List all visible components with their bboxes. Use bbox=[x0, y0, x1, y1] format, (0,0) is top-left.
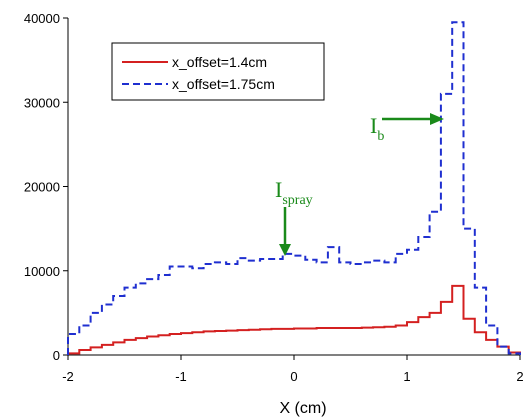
legend: x_offset=1.4cm x_offset=1.75cm bbox=[111, 42, 325, 101]
series-line-2 bbox=[67, 21, 521, 355]
annotation-b-text: Ib bbox=[370, 113, 384, 144]
annotation-spray-sub: spray bbox=[282, 193, 312, 208]
x-tick-label: -1 bbox=[175, 369, 187, 384]
annotation-b-arrow-head bbox=[430, 113, 444, 125]
annotation-spray-text: Ispray bbox=[275, 177, 313, 208]
legend-label-1: x_offset=1.4cm bbox=[172, 54, 267, 70]
annotation-spray-main: I bbox=[275, 177, 282, 202]
x-tick-label: -2 bbox=[62, 369, 74, 384]
x-tick-label: 0 bbox=[290, 369, 297, 384]
annotation-b: Ib bbox=[370, 113, 444, 144]
legend-box bbox=[111, 42, 325, 101]
series-layer bbox=[67, 21, 521, 355]
annotation-b-main: I bbox=[370, 113, 377, 138]
y-tick-label: 40000 bbox=[24, 11, 60, 26]
plot-area: -2 -1 0 1 2 0 10000 20000 30000 40000 bbox=[24, 11, 524, 384]
y-tick-label: 30000 bbox=[24, 95, 60, 110]
y-tick-label: 10000 bbox=[24, 264, 60, 279]
x-tick-label: 2 bbox=[516, 369, 523, 384]
y-tick-label: 20000 bbox=[24, 180, 60, 195]
ticks: -2 -1 0 1 2 0 10000 20000 30000 40000 bbox=[24, 11, 524, 384]
y-tick-label: 0 bbox=[53, 348, 60, 363]
annotation-spray-arrow-head bbox=[279, 244, 291, 256]
x-axis-label: X (cm) bbox=[279, 400, 326, 417]
legend-label-2: x_offset=1.75cm bbox=[172, 76, 275, 92]
annotation-b-sub: b bbox=[377, 129, 384, 144]
annotation-spray: Ispray bbox=[275, 177, 313, 256]
series-line-1 bbox=[67, 284, 521, 355]
x-tick-label: 1 bbox=[403, 369, 410, 384]
